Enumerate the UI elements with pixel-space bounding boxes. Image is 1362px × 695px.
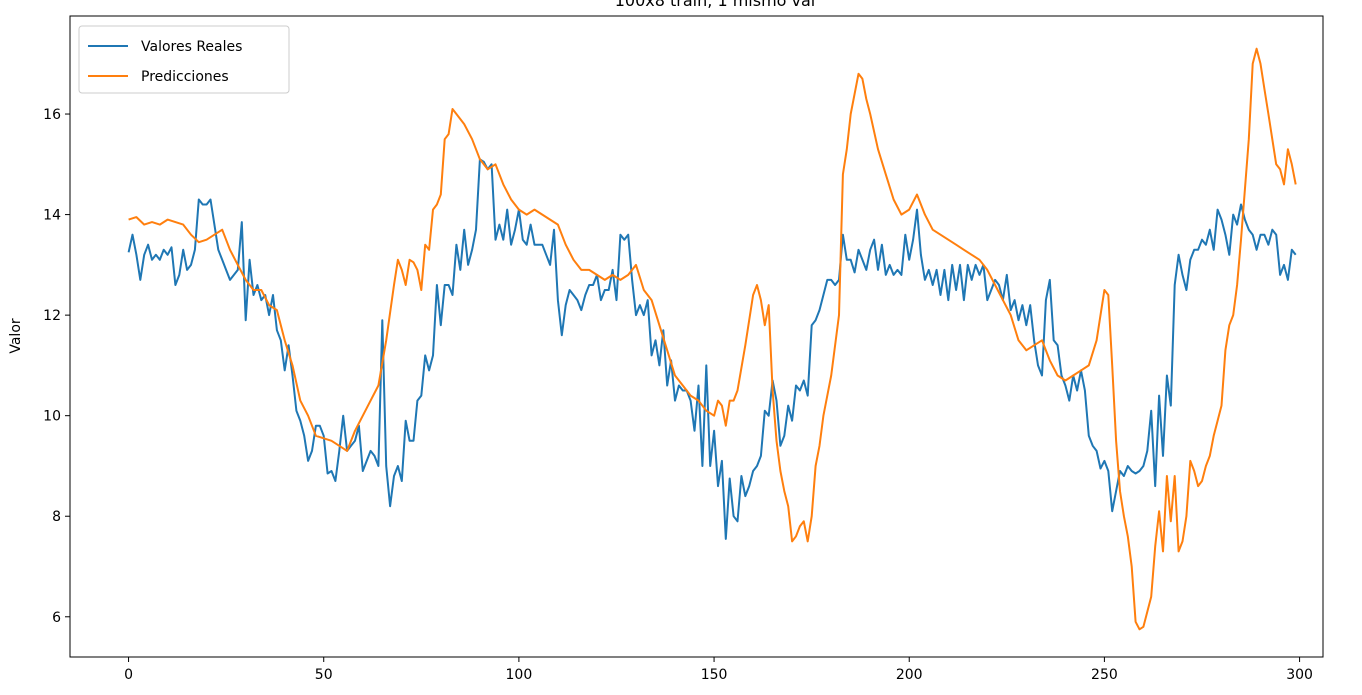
x-tick-label: 50 xyxy=(315,667,333,683)
chart-title: 100x8 train, 1 mismo val xyxy=(615,0,816,10)
series-line-predicciones xyxy=(128,47,1297,631)
y-tick-label: 12 xyxy=(43,308,61,324)
legend-label-predicciones: Predicciones xyxy=(141,69,229,85)
x-tick-label: 250 xyxy=(1091,667,1118,683)
y-tick-label: 14 xyxy=(43,208,61,224)
x-tick-label: 200 xyxy=(896,667,923,683)
plot-frame xyxy=(69,15,1324,658)
x-tick-label: 150 xyxy=(701,667,728,683)
series-line-valores-reales xyxy=(127,158,1297,540)
y-tick-label: 10 xyxy=(43,409,61,425)
legend-label-valores-reales: Valores Reales xyxy=(141,39,242,55)
y-tick-label: 6 xyxy=(52,610,61,626)
y-axis-label: Valor xyxy=(8,318,24,354)
x-tick-label: 0 xyxy=(124,667,133,683)
plot-area xyxy=(70,16,1323,657)
y-tick-label: 16 xyxy=(43,107,61,123)
y-tick-label: 8 xyxy=(52,509,61,525)
legend: Valores Reales Predicciones xyxy=(78,25,290,94)
legend-box xyxy=(78,25,290,94)
x-tick-label: 100 xyxy=(506,667,533,683)
x-tick-label: 300 xyxy=(1286,667,1313,683)
